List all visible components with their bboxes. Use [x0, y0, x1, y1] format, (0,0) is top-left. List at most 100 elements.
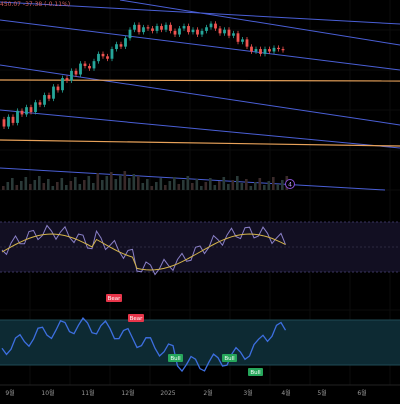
- candle-body: [20, 110, 24, 115]
- volume-bar: [146, 179, 149, 190]
- candle-body: [250, 46, 253, 52]
- volume-bar: [83, 180, 86, 190]
- volume-series: [2, 171, 289, 190]
- candle-body: [182, 26, 186, 29]
- bear-label: Bear: [108, 296, 122, 302]
- volume-bar: [105, 176, 109, 190]
- candle-body: [2, 119, 6, 127]
- volume-bar: [110, 172, 113, 190]
- price-change-readout: 450.07 -37.38 (-0.11%): [0, 1, 71, 8]
- volume-bar: [200, 186, 203, 190]
- volume-bar: [236, 176, 239, 190]
- volume-bar: [6, 182, 10, 190]
- volume-bar: [56, 182, 59, 190]
- x-tick-label: 3월: [243, 389, 252, 397]
- bull-label: Bull: [224, 356, 235, 362]
- candle-body: [263, 49, 267, 54]
- candle-body: [200, 30, 204, 35]
- volume-bar: [159, 178, 163, 190]
- oscillator-line: [1, 317, 287, 373]
- candle-body: [38, 102, 42, 105]
- volume-bar: [60, 178, 64, 190]
- x-axis-ticks: 9월 10월 11월 12월 2025 2월 3월 4월 5월 6월: [5, 389, 366, 397]
- volume-bar: [101, 180, 104, 190]
- candle-body: [218, 28, 222, 34]
- bull-signal-2[interactable]: Bull: [222, 354, 237, 362]
- volume-bar: [209, 178, 212, 190]
- candle-body: [106, 56, 109, 59]
- bull-badge: [168, 354, 183, 362]
- volume-bar: [132, 174, 136, 190]
- volume-bar: [177, 184, 181, 190]
- candle-body: [169, 24, 172, 31]
- x-tick-label: 10월: [41, 389, 54, 397]
- volume-bar: [281, 180, 284, 190]
- bull-signal-3[interactable]: Bull: [248, 368, 263, 376]
- volume-bar: [254, 182, 257, 190]
- candle-body: [133, 24, 136, 30]
- candle-body: [119, 44, 123, 47]
- candle-body: [187, 26, 190, 33]
- bull-badge: [248, 368, 263, 376]
- volume-bar: [186, 176, 190, 190]
- candle-body: [70, 70, 73, 81]
- candlestick-series: [2, 21, 285, 129]
- x-tick-label: 11월: [81, 389, 94, 397]
- volume-bar: [96, 173, 100, 190]
- candle-body: [29, 107, 33, 112]
- volume-bar: [29, 184, 32, 190]
- x-tick-label: 6월: [357, 389, 366, 397]
- volume-bar: [119, 175, 122, 190]
- bear-signal-2[interactable]: Bear: [128, 314, 144, 322]
- x-tick-label: 12월: [121, 389, 134, 397]
- volume-marker-circle[interactable]: [285, 179, 295, 189]
- candle-body: [227, 29, 231, 36]
- candle-body: [196, 29, 199, 35]
- rsi-ma-line: [1, 233, 286, 271]
- volume-bar: [2, 186, 5, 190]
- volume-bar: [164, 185, 167, 190]
- candle-body: [173, 30, 177, 35]
- candle-body: [56, 86, 60, 91]
- volume-bar: [173, 177, 176, 190]
- bear-badge: [106, 294, 122, 302]
- channel-line-4: [0, 64, 400, 126]
- volume-bar: [24, 177, 28, 190]
- volume-bar: [65, 185, 68, 190]
- candle-body: [83, 63, 87, 66]
- volume-bar: [195, 179, 199, 190]
- candle-body: [281, 49, 285, 51]
- bull-label: Bull: [250, 370, 261, 376]
- candle-body: [65, 78, 69, 81]
- osc-band: [0, 320, 400, 365]
- candle-body: [142, 27, 145, 33]
- volume-bar: [155, 182, 158, 190]
- candle-body: [88, 66, 91, 69]
- volume-bar: [222, 177, 226, 190]
- volume-bar: [141, 183, 145, 190]
- candle-body: [209, 23, 213, 28]
- volume-bar: [263, 185, 266, 190]
- channel-line-5: [0, 109, 400, 149]
- candle-body: [101, 53, 105, 57]
- candle-body: [155, 26, 159, 31]
- volume-marker-text: 4: [288, 182, 292, 189]
- bull-signal-1[interactable]: Bull: [168, 354, 183, 362]
- candle-body: [241, 39, 244, 42]
- volume-bar: [245, 179, 248, 190]
- volume-bar: [78, 184, 82, 190]
- channel-line-6: [0, 167, 386, 191]
- volume-bar: [168, 181, 172, 190]
- bull-badge: [222, 354, 237, 362]
- candle-body: [34, 102, 37, 112]
- volume-bar: [267, 181, 271, 190]
- candle-body: [277, 47, 280, 50]
- candle-body: [259, 49, 262, 54]
- volume-bar: [33, 180, 37, 190]
- bear-signal-1[interactable]: Bear: [106, 294, 122, 302]
- candle-body: [25, 107, 28, 115]
- volume-bar: [47, 179, 50, 190]
- candle-body: [11, 116, 15, 123]
